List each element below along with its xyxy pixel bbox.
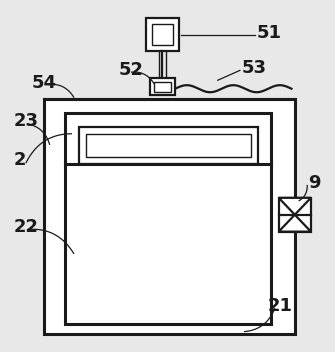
Text: 9: 9 xyxy=(308,174,321,192)
Bar xyxy=(152,24,173,45)
Polygon shape xyxy=(279,215,311,232)
Text: 2: 2 xyxy=(13,151,26,169)
Text: 21: 21 xyxy=(268,297,293,315)
Bar xyxy=(65,113,271,324)
Text: 23: 23 xyxy=(13,112,39,131)
Text: 54: 54 xyxy=(32,74,57,92)
Text: 51: 51 xyxy=(256,24,281,43)
Text: 53: 53 xyxy=(241,58,266,77)
Text: 52: 52 xyxy=(119,61,144,80)
Polygon shape xyxy=(279,198,311,215)
Bar xyxy=(154,82,171,92)
Bar xyxy=(146,18,179,51)
Text: 22: 22 xyxy=(13,218,39,236)
Bar xyxy=(44,99,295,334)
Bar xyxy=(150,78,175,95)
Bar xyxy=(279,198,311,232)
Bar xyxy=(79,127,258,164)
Bar xyxy=(86,134,251,157)
